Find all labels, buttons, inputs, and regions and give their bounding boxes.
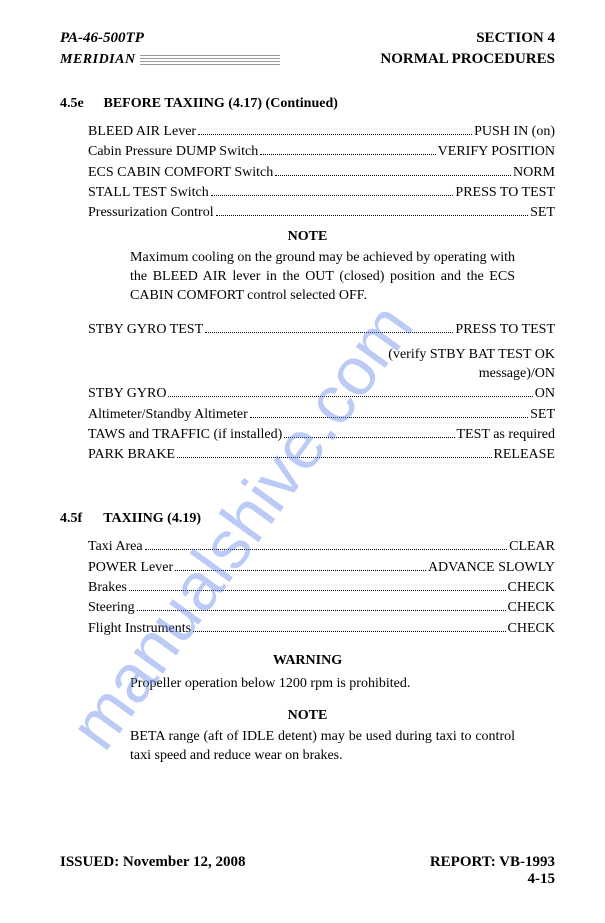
continuation-line-2: message)/ON	[88, 365, 555, 384]
dot-leader	[175, 570, 426, 571]
section-heading-4-5e: 4.5e BEFORE TAXIING (4.17) (Continued)	[60, 96, 555, 112]
report-number: REPORT: VB-1993	[430, 854, 555, 870]
section-title-4-5e: BEFORE TAXIING (4.17) (Continued)	[104, 96, 338, 111]
page-number: 4-15	[528, 871, 556, 887]
note-title-2: NOTE	[60, 708, 555, 724]
dot-leader	[198, 134, 472, 135]
checklist-row: BLEED AIR Lever PUSH IN (on)	[88, 122, 555, 142]
checklist-label: POWER Lever	[88, 558, 173, 578]
checklist-value: NORM	[513, 163, 555, 183]
checklist-value: CHECK	[508, 598, 555, 618]
dot-leader	[205, 332, 453, 333]
checklist-row: Pressurization Control SET	[88, 203, 555, 223]
checklist-label: ECS CABIN COMFORT Switch	[88, 163, 273, 183]
checklist-4-5f: Taxi AreaCLEARPOWER LeverADVANCE SLOWLYB…	[88, 537, 555, 638]
dot-leader	[260, 154, 435, 155]
checklist-label: Pressurization Control	[88, 203, 214, 223]
checklist-row: Brakes CHECK	[88, 578, 555, 598]
checklist-value: PUSH IN (on)	[474, 122, 555, 142]
warning-title: WARNING	[60, 653, 555, 669]
checklist-label: PARK BRAKE	[88, 445, 175, 465]
checklist-value: RELEASE	[494, 445, 555, 465]
checklist-value: ON	[535, 384, 555, 404]
checklist-label: Cabin Pressure DUMP Switch	[88, 142, 258, 162]
page-footer: ISSUED: November 12, 2008 REPORT: VB-199…	[60, 854, 555, 888]
checklist-label: BLEED AIR Lever	[88, 122, 196, 142]
note-body-2: BETA range (aft of IDLE detent) may be u…	[130, 728, 515, 766]
dot-leader	[137, 610, 506, 611]
dot-leader	[284, 437, 454, 438]
dot-leader	[275, 175, 511, 176]
dot-leader	[250, 417, 528, 418]
checklist-value: TEST as required	[457, 425, 556, 445]
checklist-row: Altimeter/Standby Altimeter SET	[88, 405, 555, 425]
checklist-value: CHECK	[508, 578, 555, 598]
checklist-value: VERIFY POSITION	[438, 142, 555, 162]
section-number-4-5f: 4.5f	[60, 511, 100, 527]
checklist-row: TAWS and TRAFFIC (if installed) TEST as r…	[88, 425, 555, 445]
checklist-row: Taxi Area CLEAR	[88, 537, 555, 557]
checklist-4-5e-part1: BLEED AIR LeverPUSH IN (on)Cabin Pressur…	[88, 122, 555, 223]
dot-leader	[193, 631, 505, 632]
checklist-value: PRESS TO TEST	[455, 183, 555, 203]
checklist-value: PRESS TO TEST	[455, 320, 555, 340]
checklist-row: Cabin Pressure DUMP Switch VERIFY POSITIO…	[88, 142, 555, 162]
checklist-value: ADVANCE SLOWLY	[428, 558, 555, 578]
checklist-label: STBY GYRO	[88, 384, 166, 404]
model-number: PA-46-500TP	[60, 30, 144, 47]
checklist-row: STALL TEST Switch PRESS TO TEST	[88, 183, 555, 203]
brand-bars	[140, 55, 280, 65]
note-title-1: NOTE	[60, 229, 555, 245]
section-subtitle: NORMAL PROCEDURES	[380, 51, 555, 68]
warning-body: Propeller operation below 1200 rpm is pr…	[130, 675, 515, 694]
note-body-1: Maximum cooling on the ground may be ach…	[130, 249, 515, 306]
checklist-row: ECS CABIN COMFORT Switch NORM	[88, 163, 555, 183]
dot-leader	[145, 549, 508, 550]
checklist-label: STBY GYRO TEST	[88, 320, 203, 340]
checklist-label: STALL TEST Switch	[88, 183, 209, 203]
checklist-label: Taxi Area	[88, 537, 143, 557]
dot-leader	[211, 195, 454, 196]
checklist-label: Brakes	[88, 578, 127, 598]
section-title-4-5f: TAXIING (4.19)	[103, 511, 201, 526]
checklist-label: Steering	[88, 598, 135, 618]
brand-logo: MERIDIAN	[60, 52, 280, 68]
checklist-value: SET	[530, 405, 555, 425]
checklist-label: Altimeter/Standby Altimeter	[88, 405, 248, 425]
checklist-row: STBY GYRO TEST PRESS TO TEST	[88, 320, 555, 340]
checklist-value: SET	[530, 203, 555, 223]
dot-leader	[216, 215, 529, 216]
checklist-row: Flight Instruments CHECK	[88, 619, 555, 639]
checklist-4-5e-part2b: STBY GYRO ON Altimeter/Standby Altimeter SE…	[88, 384, 555, 465]
checklist-4-5e-part2a: STBY GYRO TEST PRESS TO TEST	[88, 320, 555, 340]
checklist-row: STBY GYRO ON	[88, 384, 555, 404]
section-heading-4-5f: 4.5f TAXIING (4.19)	[60, 511, 555, 527]
checklist-label: Flight Instruments	[88, 619, 191, 639]
checklist-value: CHECK	[508, 619, 555, 639]
checklist-value: CLEAR	[509, 537, 555, 557]
checklist-label: TAWS and TRAFFIC (if installed)	[88, 425, 282, 445]
checklist-row: PARK BRAKE RELEASE	[88, 445, 555, 465]
section-number: SECTION 4	[476, 30, 555, 47]
checklist-row: Steering CHECK	[88, 598, 555, 618]
dot-leader	[168, 396, 532, 397]
dot-leader	[177, 457, 492, 458]
dot-leader	[129, 590, 506, 591]
issued-date: ISSUED: November 12, 2008	[60, 854, 246, 888]
brand-text: MERIDIAN	[60, 52, 136, 68]
checklist-row: POWER Lever ADVANCE SLOWLY	[88, 558, 555, 578]
continuation-line-1: (verify STBY BAT TEST OK	[88, 346, 555, 365]
section-number-4-5e: 4.5e	[60, 96, 100, 112]
